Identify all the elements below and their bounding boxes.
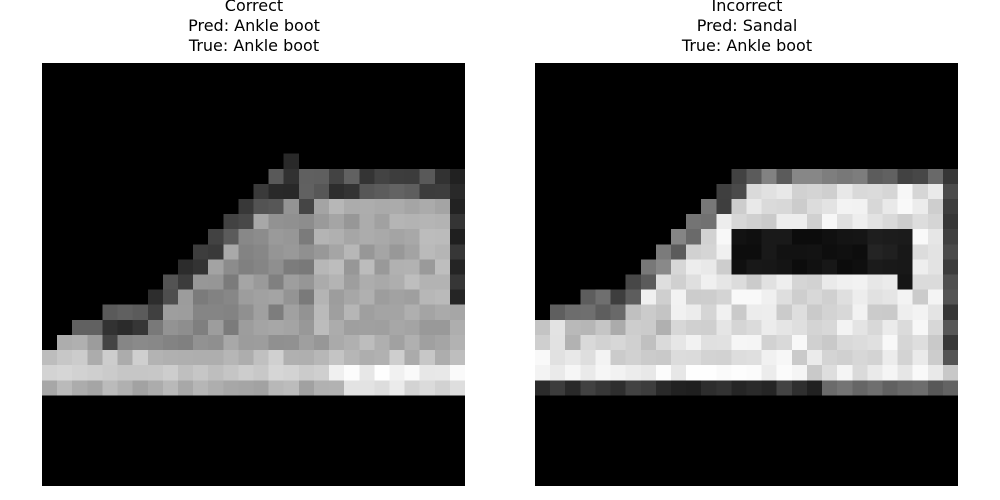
true-label: True: Ankle boot — [681, 36, 813, 55]
panel-incorrect: Incorrect Pred: Sandal True: Ankle boot — [535, 0, 959, 486]
status-label: Incorrect — [711, 0, 783, 15]
true-label: True: Ankle boot — [188, 36, 320, 55]
pred-label: Pred: Ankle boot — [188, 16, 320, 35]
panel-correct: Correct Pred: Ankle boot True: Ankle boo… — [42, 0, 466, 486]
status-label: Correct — [224, 0, 284, 15]
panel-title: Correct Pred: Ankle boot True: Ankle boo… — [42, 0, 466, 58]
ankle-boot-image — [535, 63, 958, 486]
ankle-boot-image — [42, 63, 465, 486]
panel-title: Incorrect Pred: Sandal True: Ankle boot — [535, 0, 959, 58]
pred-label: Pred: Sandal — [696, 16, 798, 35]
